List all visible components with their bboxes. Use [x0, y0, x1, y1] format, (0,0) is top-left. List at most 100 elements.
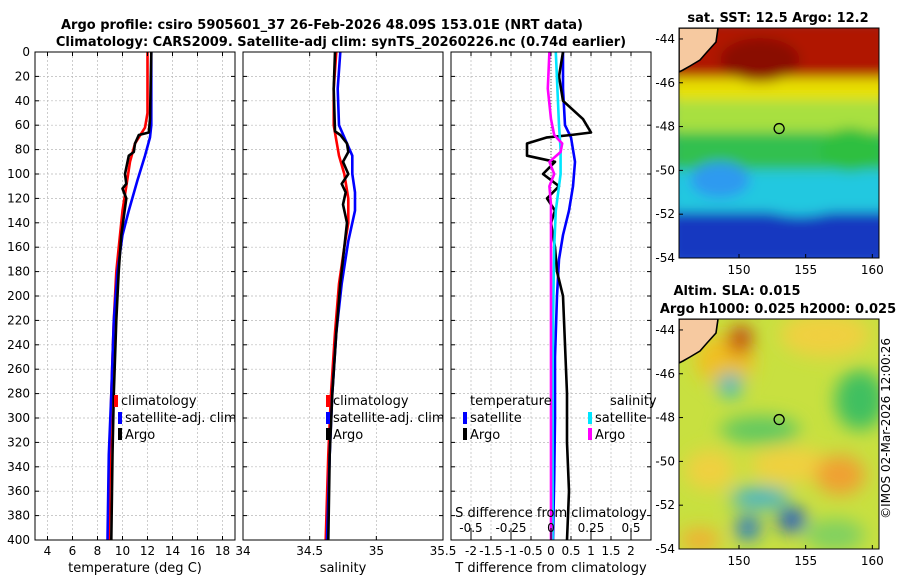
- x-axis-label: salinity: [320, 561, 367, 576]
- tasmania-coastline: [679, 319, 719, 364]
- x-tick-label: 12: [140, 544, 155, 558]
- secondary-tick-label: -0.25: [495, 521, 526, 535]
- sla-blob: [750, 447, 830, 483]
- argo-float-marker: [773, 122, 785, 135]
- sla-cool-eddy: [736, 516, 760, 540]
- map-y-tick-label: -52: [655, 498, 675, 512]
- tasmania-coastline: [679, 28, 719, 73]
- y-tick-label: 240: [7, 338, 30, 352]
- map-y-tick-label: -54: [655, 542, 675, 556]
- sst-map-axes: 150 155 160 -44 -46 -48 -50 -52 -54: [655, 32, 883, 277]
- legend-label-temp-satellite: satellite: [470, 411, 522, 426]
- sla-cool-eddy: [730, 488, 790, 508]
- x-tick-label: 35: [369, 544, 384, 558]
- y-tick-label: 400: [7, 533, 30, 547]
- legend-label-sal-satellite: satellite: [595, 411, 647, 426]
- legend-heading-salinity: salinity: [610, 394, 657, 409]
- sst-map-title: sat. SST: 12.5 Argo: 12.2: [687, 11, 868, 26]
- y-tick-label: 220: [7, 313, 30, 327]
- legend-swatch-temp-satellite: [463, 412, 467, 424]
- x-tick-label: 0: [547, 544, 555, 558]
- sla-blob: [805, 519, 865, 549]
- x-tick-label: -1.5: [479, 544, 502, 558]
- map-x-tick-label: 155: [794, 263, 817, 277]
- x-axis-label: temperature (deg C): [68, 561, 202, 576]
- x-tick-label: -1: [505, 544, 517, 558]
- y-tick-label: 340: [7, 460, 30, 474]
- imos-watermark: ©IMOS 02-Mar-2026 12:00:26: [879, 338, 893, 519]
- sla-map-axes: 150 155 160 -44 -46 -48 -50 -52 -54: [655, 323, 883, 568]
- x-tick-label: 0.5: [561, 544, 580, 558]
- x-tick-label: 16: [190, 544, 205, 558]
- legend-swatch-temp-argo: [463, 428, 467, 440]
- legend-label-temp-argo: Argo: [470, 428, 500, 443]
- map-y-tick-label: -54: [655, 251, 675, 265]
- series-line-satellite-adj-clim: [106, 52, 153, 540]
- legend-swatch-climatology: [114, 395, 118, 407]
- x-tick-label: 6: [69, 544, 77, 558]
- map-y-tick-label: -46: [655, 367, 675, 381]
- x-tick-label: -2: [465, 544, 477, 558]
- sla-blob: [720, 416, 800, 444]
- y-tick-label: 120: [7, 191, 30, 205]
- y-tick-label: 0: [22, 45, 30, 59]
- y-tick-label: 100: [7, 167, 30, 181]
- sla-map-frame: [678, 318, 880, 550]
- sst-eddy-east: [820, 128, 879, 172]
- secondary-tick-label: 0.5: [621, 521, 640, 535]
- map-y-tick-label: -48: [655, 120, 675, 134]
- legend-swatch-sal-argo: [588, 428, 592, 440]
- grid: [35, 51, 235, 541]
- map-y-tick-label: -52: [655, 207, 675, 221]
- figure-title-line1: Argo profile: csiro 5905601_37 26-Feb-20…: [61, 18, 583, 33]
- difference-profile-panel: -2 -1.5 -1 -0.5 0 0.5 1 1.5 2T difference from c…: [450, 51, 652, 576]
- x-tick-label: 35.5: [430, 544, 457, 558]
- y-tick-label: 40: [15, 94, 30, 108]
- map-y-tick-label: -50: [655, 454, 675, 468]
- sst-eddy-west: [690, 162, 750, 198]
- legend-swatch-argo: [118, 428, 122, 440]
- x-tick-label: 18: [215, 544, 230, 558]
- secondary-tick-label: -0.5: [459, 521, 482, 535]
- x-tick-label: 34: [235, 544, 250, 558]
- map-x-tick-label: 150: [728, 263, 751, 277]
- sla-blob: [680, 528, 720, 549]
- map-y-tick-label: -44: [655, 323, 675, 337]
- figure-title-line2: Climatology: CARS2009. Satellite-adj cli…: [56, 35, 626, 50]
- secondary-tick-label: 0.25: [578, 521, 605, 535]
- series-line-argo: [327, 52, 350, 540]
- grid: [242, 51, 444, 541]
- y-tick-label: 180: [7, 265, 30, 279]
- series-group: [106, 52, 153, 540]
- series-group: [525, 52, 593, 540]
- map-y-tick-label: -48: [655, 411, 675, 425]
- legend-label-climatology: climatology: [121, 394, 197, 409]
- y-tick-label: 200: [7, 289, 30, 303]
- y-tick-label: 280: [7, 387, 30, 401]
- map-x-tick-label: 155: [794, 554, 817, 568]
- temperature-legend: climatology satellite-adj. clim Argo: [114, 394, 237, 443]
- sst-eddy-central: [755, 184, 845, 216]
- secondary-tick-label: 0: [547, 521, 555, 535]
- y-tick-label: 360: [7, 484, 30, 498]
- legend-heading-temperature: temperature: [470, 394, 552, 409]
- legend-label-sal-argo: Argo: [595, 428, 625, 443]
- y-tick-label: 20: [15, 69, 30, 83]
- x-tick-label: 1: [587, 544, 595, 558]
- legend-label-climatology: climatology: [333, 394, 409, 409]
- argo-float-marker: [773, 413, 785, 426]
- x-tick-label: 1.5: [601, 544, 620, 558]
- sla-map: [678, 318, 880, 550]
- map-y-tick-label: -44: [655, 32, 675, 46]
- legend-swatch-satellite: [326, 412, 330, 424]
- legend-swatch-satellite: [118, 412, 122, 424]
- legend-swatch-sal-satellite: [588, 412, 592, 424]
- secondary-axis-label: S difference from climatology: [455, 506, 647, 521]
- legend-label-argo: Argo: [333, 428, 363, 443]
- series-line-argo: [110, 52, 153, 540]
- sla-warm-eddy: [728, 326, 752, 354]
- x-axis-label: T difference from climatology: [454, 561, 647, 576]
- x-tick-label: 34.5: [296, 544, 323, 558]
- legend-label-satellite: satellite-adj. clim: [125, 411, 237, 426]
- sla-blob: [815, 455, 865, 495]
